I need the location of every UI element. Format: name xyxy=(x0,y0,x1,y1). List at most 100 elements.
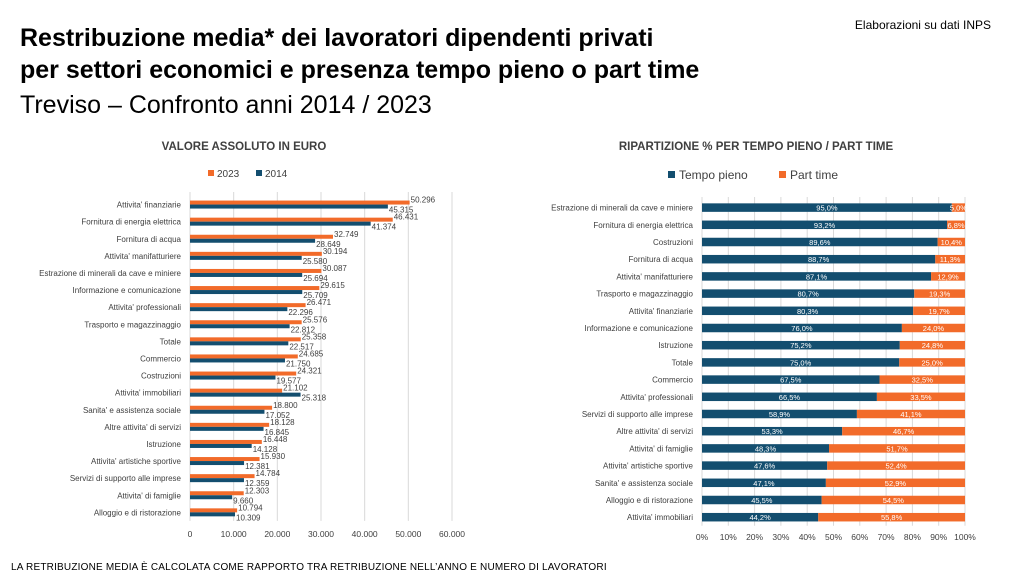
chart1-data-label-2014: 10.309 xyxy=(236,513,261,522)
chart1-category-label: Attivita' artistiche sportive xyxy=(91,457,182,466)
chart1-bar-2014 xyxy=(190,290,303,295)
chart2-bar-tempo-pieno xyxy=(702,306,914,316)
chart2-data-label-tempo-pieno: 75,0% xyxy=(790,358,812,367)
chart2-category-label: Fornitura di energia elettrica xyxy=(593,221,693,230)
chart2-data-label-tempo-pieno: 76,0% xyxy=(791,324,813,333)
chart1-data-label-2014: 16.845 xyxy=(265,428,290,437)
chart1-bar-2023 xyxy=(190,508,238,513)
chart1-title: VALORE ASSOLUTO IN EURO xyxy=(162,141,327,153)
chart1-legend-swatch-2014 xyxy=(256,170,262,176)
chart1-category-label: Fornitura di acqua xyxy=(117,235,182,244)
chart1-bar-2014 xyxy=(190,358,285,363)
chart2-category-label: Commercio xyxy=(652,376,693,385)
chart1-category-label: Attivita' immobiliari xyxy=(115,389,181,398)
chart1-data-label-2014: 22.517 xyxy=(289,342,314,351)
chart2-data-label-part-time: 19,7% xyxy=(928,307,950,316)
chart2-bar-tempo-pieno xyxy=(702,203,952,212)
chart2-data-label-tempo-pieno: 75,2% xyxy=(790,341,812,350)
chart1-category-label: Alloggio e di ristorazione xyxy=(94,508,182,517)
chart2-bar-part-time xyxy=(899,340,965,350)
chart1-data-label-2014: 41.374 xyxy=(372,223,397,232)
chart1-bar-2023 xyxy=(190,251,322,256)
chart2-data-label-part-time: 54,5% xyxy=(883,496,905,505)
chart2-bar-part-time xyxy=(931,272,965,281)
chart1-x-tick: 10.000 xyxy=(221,529,247,539)
chart2-data-label-tempo-pieno: 80,7% xyxy=(797,290,819,299)
chart2-x-tick: 100% xyxy=(954,532,976,542)
chart1-bar-2023 xyxy=(190,491,244,496)
chart1-data-label-2014: 25.318 xyxy=(302,394,327,403)
chart1-data-label-2023: 32.749 xyxy=(334,230,359,239)
chart2-bar-tempo-pieno xyxy=(702,237,938,247)
chart1-category-label: Informazione e comunicazione xyxy=(72,286,181,295)
chart1-bar-2023 xyxy=(190,457,260,462)
chart2-bar-tempo-pieno xyxy=(702,478,826,488)
chart2-data-label-tempo-pieno: 88,7% xyxy=(808,255,830,264)
chart1-category-label: Sanita' e assistenza sociale xyxy=(83,406,182,415)
chart2-x-tick: 70% xyxy=(878,532,895,542)
chart1-category-label: Fornitura di energia elettrica xyxy=(81,218,181,227)
chart1-bar-2014 xyxy=(190,307,288,312)
chart2-x-tick: 90% xyxy=(930,532,947,542)
chart2-data-label-part-time: 11,3% xyxy=(940,255,961,264)
chart2-bar-part-time xyxy=(856,409,965,419)
chart1-data-label-2023: 16.448 xyxy=(263,435,288,444)
chart1-data-label-2023: 46.431 xyxy=(394,213,419,222)
chart1-bar-2023 xyxy=(190,337,301,342)
chart1-bar-2023 xyxy=(190,371,297,376)
chart2-data-label-tempo-pieno: 95,0% xyxy=(816,204,838,213)
chart2-title: RIPARTIZIONE % PER TEMPO PIENO / PART TI… xyxy=(619,141,894,153)
chart1-x-tick: 0 xyxy=(188,529,193,539)
chart1-bar-2023 xyxy=(190,320,302,325)
chart2-category-label: Totale xyxy=(672,358,694,367)
chart1-data-label-2014: 9.660 xyxy=(233,496,254,505)
chart2-bar-tempo-pieno xyxy=(702,220,948,230)
chart2-legend-label-tempo-pieno: Tempo pieno xyxy=(679,168,748,182)
chart2-data-label-part-time: 41,1% xyxy=(900,410,922,419)
chart1-data-label-2023: 15.930 xyxy=(261,452,286,461)
chart2-data-label-tempo-pieno: 47,6% xyxy=(754,462,776,471)
chart1-category-label: Servizi di supporto alle imprese xyxy=(70,474,182,483)
chart1-data-label-2014: 12.381 xyxy=(245,462,270,471)
chart1-bar-2023 xyxy=(190,474,255,479)
chart2-data-label-part-time: 25,0% xyxy=(921,358,943,367)
chart1-bar-2023 xyxy=(190,200,410,205)
chart2-data-label-tempo-pieno: 87,1% xyxy=(806,272,828,281)
chart1-category-label: Attivita' di famiglie xyxy=(117,491,181,500)
chart2-category-label: Attivita' finanziarie xyxy=(629,307,694,316)
chart1-legend-label-2023: 2023 xyxy=(217,169,240,180)
chart1-bar-2014 xyxy=(190,324,290,329)
chart1-category-label: Attivita' finanziarie xyxy=(117,201,182,210)
chart2-bar-tempo-pieno xyxy=(702,340,900,350)
chart1-data-label-2014: 14.128 xyxy=(253,445,278,454)
chart1-bar-2023 xyxy=(190,354,298,359)
page-subtitle: Treviso – Confronto anni 2014 / 2023 xyxy=(20,91,432,119)
chart1-data-label-2023: 29.615 xyxy=(320,281,345,290)
chart1-data-label-2014: 17.052 xyxy=(265,411,290,420)
chart2-data-label-part-time: 32,5% xyxy=(912,376,934,385)
chart1-bar-2023 xyxy=(190,303,306,308)
chart2-x-tick: 0% xyxy=(696,532,709,542)
chart1-data-label-2014: 45.315 xyxy=(389,206,414,215)
chart1-bar-2023 xyxy=(190,405,273,410)
chart1-category-label: Costruzioni xyxy=(141,372,181,381)
chart1-data-label-2014: 12.359 xyxy=(245,479,270,488)
chart1-bar-2023 xyxy=(190,388,283,393)
chart1-data-label-2023: 24.321 xyxy=(297,367,322,376)
chart1-x-tick: 40.000 xyxy=(352,529,378,539)
chart2-bar-tempo-pieno xyxy=(702,444,830,453)
chart2-data-label-part-time: 55,8% xyxy=(881,513,903,522)
chart1-bar-2014 xyxy=(190,409,265,414)
chart1-data-label-2023: 18.128 xyxy=(270,418,295,427)
chart2-bar-tempo-pieno xyxy=(702,392,877,402)
chart1-bar-2014 xyxy=(190,512,236,517)
chart2-bar-tempo-pieno xyxy=(702,426,843,436)
chart2-category-label: Altre attivita' di servizi xyxy=(616,427,693,436)
chart2-data-label-part-time: 12,9% xyxy=(937,272,959,281)
chart1-bar-2014 xyxy=(190,341,289,346)
chart1-bar-2014 xyxy=(190,375,276,380)
chart1-data-label-2023: 50.296 xyxy=(411,196,436,205)
chart2-x-tick: 10% xyxy=(720,532,737,542)
chart2-data-label-part-time: 33,5% xyxy=(910,393,932,402)
